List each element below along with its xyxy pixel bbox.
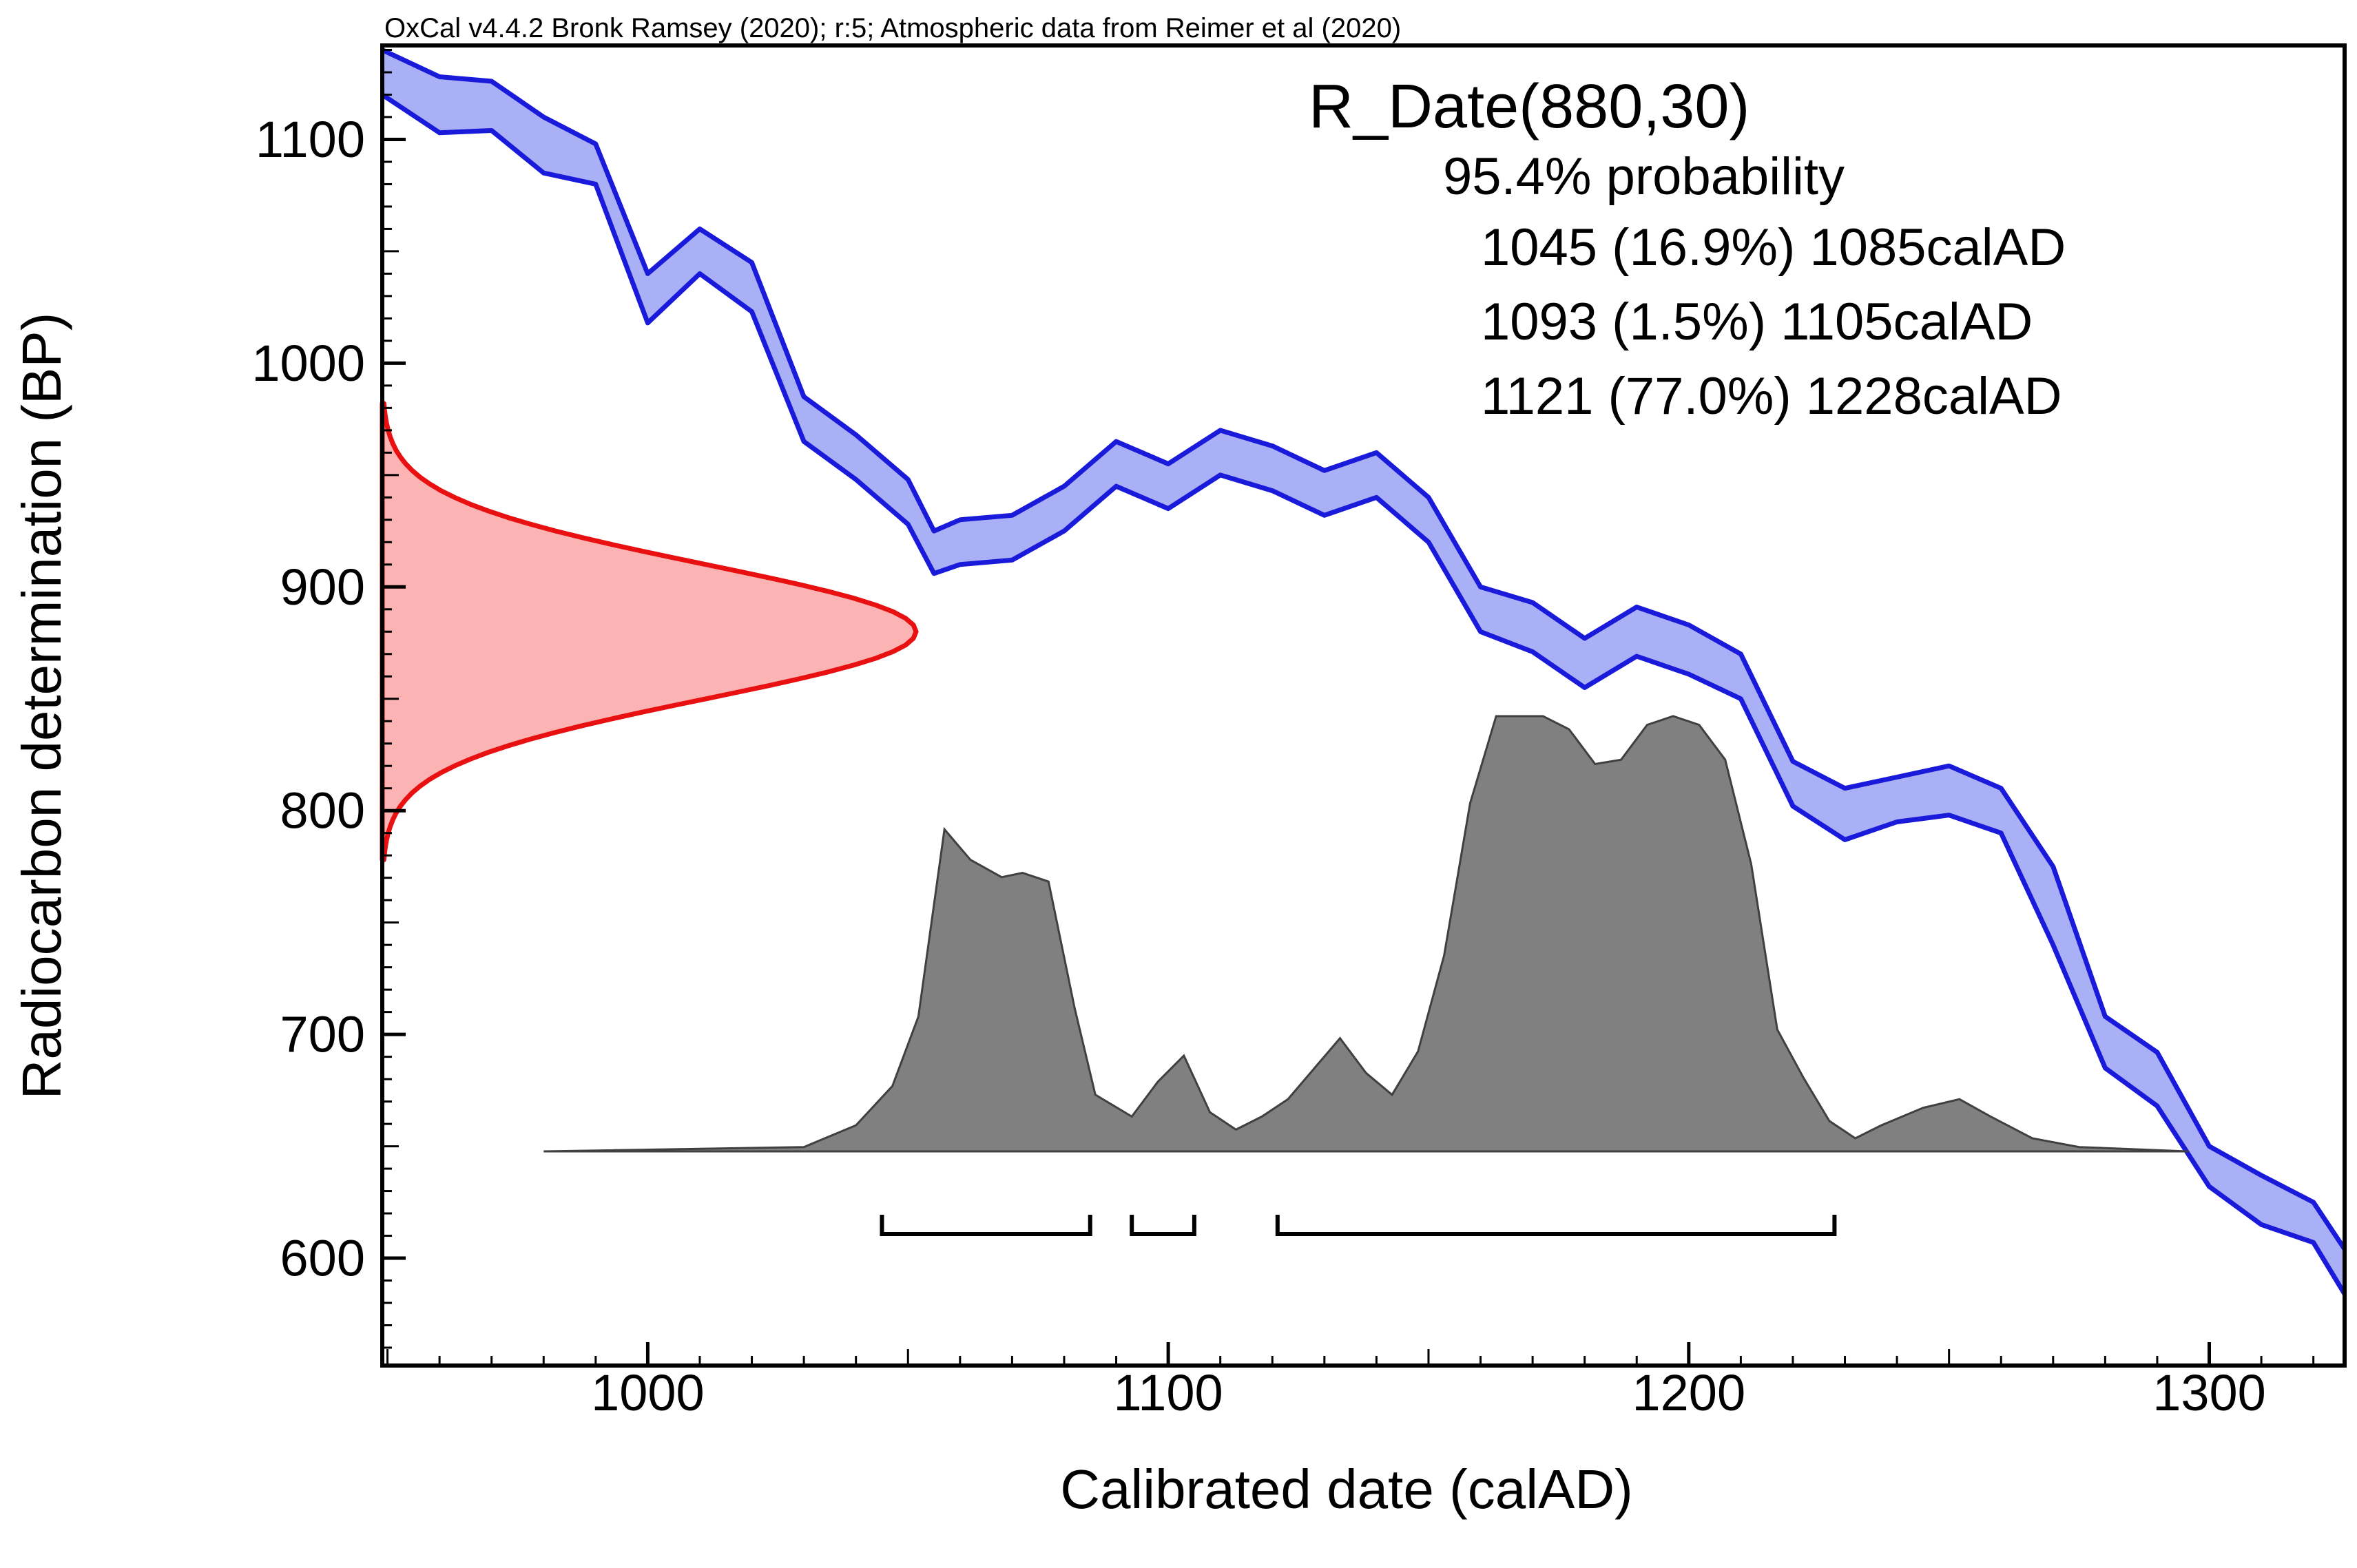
calibrated-posterior-distribution (543, 715, 2189, 1153)
x-axis-title: Calibrated date (calAD) (1060, 1459, 1632, 1520)
y-tick-label-1100: 1100 (256, 111, 365, 168)
radiocarbon-measurement-distribution (380, 401, 919, 863)
range-label-1: 1045 (16.9%) 1085calAD (1481, 218, 2066, 277)
probability-heading: 95.4% probability (1443, 147, 1845, 206)
range-bracket-2 (1130, 1215, 1196, 1236)
x-tick-label-1100: 1100 (1114, 1364, 1223, 1421)
x-tick-label-1000: 1000 (591, 1364, 705, 1421)
axis-ticks (382, 48, 2315, 1366)
range-bracket-3 (1275, 1215, 1837, 1236)
calibration-curve-lower-line (382, 92, 2345, 1295)
y-axis-title: Radiocarbon determination (BP) (11, 313, 72, 1100)
software-note: OxCal v4.4.2 Bronk Ramsey (2020); r:5; A… (384, 13, 1401, 43)
probability-range-brackets (880, 1215, 1837, 1236)
y-tick-label-700: 700 (280, 1006, 365, 1063)
range-bracket-1 (880, 1215, 1092, 1236)
range-label-3: 1121 (77.0%) 1228calAD (1481, 367, 2062, 426)
x-tick-label-1300: 1300 (2152, 1364, 2266, 1421)
x-tick-label-1200: 1200 (1632, 1364, 1746, 1421)
range-label-2: 1093 (1.5%) 1105calAD (1481, 293, 2033, 351)
y-tick-label-900: 900 (280, 558, 365, 616)
calibration-curve-band (382, 50, 2345, 1294)
chart-title: R_Date(880,30) (1309, 72, 1749, 141)
y-tick-label-600: 600 (280, 1230, 365, 1287)
y-tick-label-1000: 1000 (251, 335, 365, 392)
y-tick-label-800: 800 (280, 782, 365, 839)
plot-frame (380, 43, 2347, 1368)
calibration-curve-upper-line (382, 48, 2345, 1251)
